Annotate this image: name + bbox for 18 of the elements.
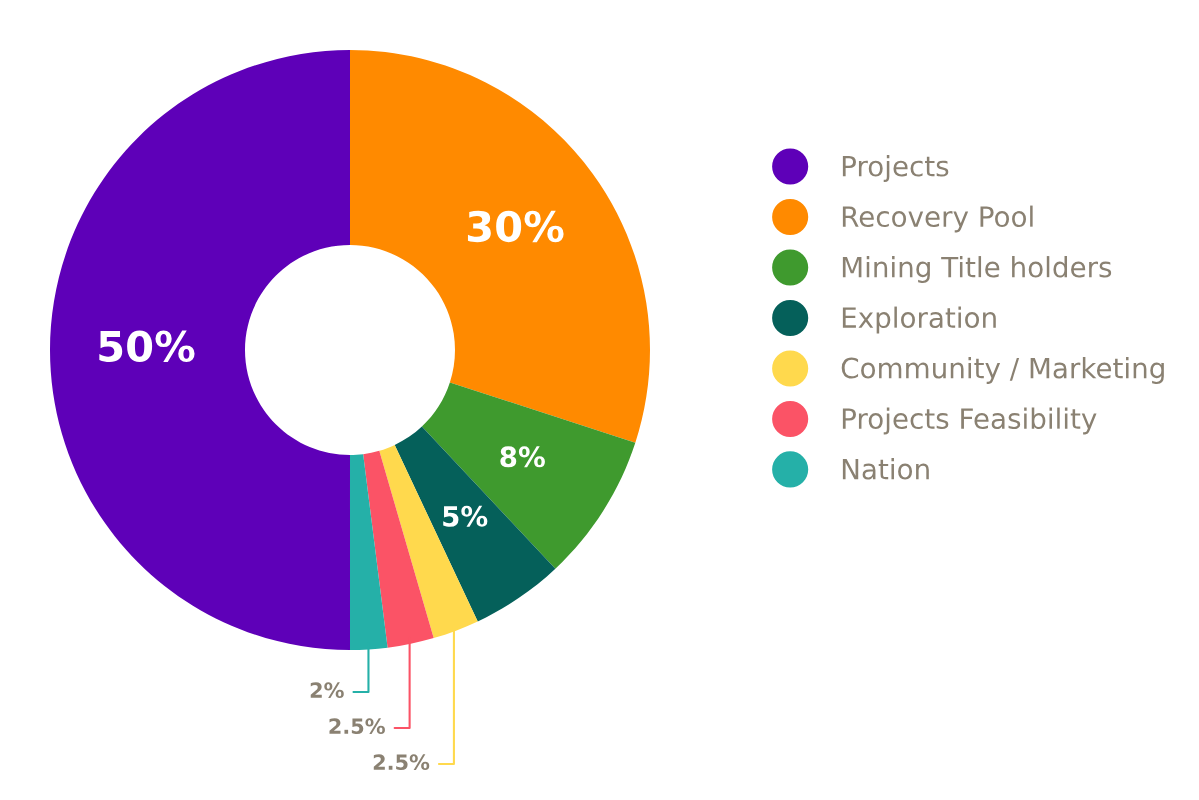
- data-label: 2%: [310, 682, 344, 699]
- donut-slice: [394, 426, 556, 622]
- legend-label: Community / Marketing: [841, 357, 1164, 384]
- legend-label: Exploration: [842, 306, 996, 334]
- data-label: 8%: [500, 446, 545, 468]
- donut-slice: [50, 50, 350, 650]
- data-label: 2.5%: [373, 754, 430, 771]
- legend-label: Recovery Pool: [842, 205, 1033, 233]
- data-label: 30%: [467, 210, 564, 243]
- legend-label: Mining Title holders: [842, 256, 1112, 283]
- donut-slice: [350, 50, 650, 443]
- donut-slice: [421, 382, 636, 569]
- legend-label: Projects Feasibility: [842, 407, 1097, 435]
- legend-label: Nation: [842, 458, 929, 480]
- data-label: 2.5%: [329, 718, 385, 735]
- data-label: 50%: [99, 330, 195, 363]
- legend-label: Projects: [842, 155, 949, 182]
- data-label: 5%: [443, 505, 488, 527]
